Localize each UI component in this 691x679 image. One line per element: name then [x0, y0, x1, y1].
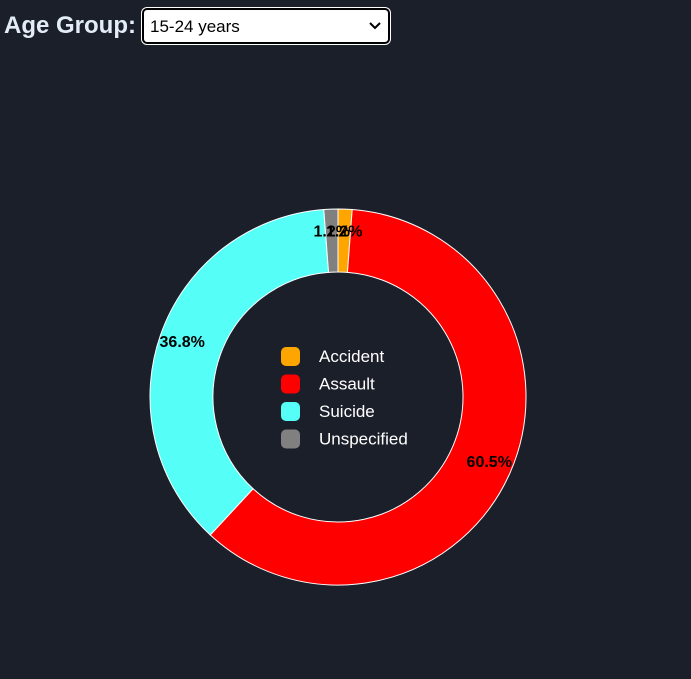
- chart-legend: Accident Assault Suicide Unspecified: [281, 347, 408, 449]
- age-group-filter: Age Group: 15-24 years: [4, 6, 390, 46]
- age-group-label: Age Group:: [4, 12, 136, 39]
- legend-label-suicide: Suicide: [319, 402, 375, 421]
- legend-swatch-assault: [281, 374, 300, 394]
- data-label-assault: 60.5%: [467, 454, 512, 471]
- data-label-suicide: 36.8%: [160, 334, 205, 351]
- legend-label-accident: Accident: [319, 347, 384, 366]
- donut-slices: [149, 208, 527, 586]
- legend-item-accident[interactable]: Accident: [281, 347, 384, 366]
- age-group-select[interactable]: 15-24 years: [142, 8, 390, 44]
- data-label-accident: 1.2%: [326, 223, 362, 240]
- legend-item-suicide[interactable]: Suicide: [281, 402, 375, 421]
- legend-swatch-unspecified: [281, 429, 300, 449]
- age-group-selected-value: 15-24 years: [150, 17, 240, 36]
- data-label-unspecified: 1.2%: [314, 223, 350, 240]
- legend-item-unspecified[interactable]: Unspecified: [281, 429, 408, 449]
- legend-swatch-accident: [281, 347, 300, 366]
- slice-assault[interactable]: [209, 208, 527, 586]
- legend-item-assault[interactable]: Assault: [281, 374, 375, 394]
- slice-suicide[interactable]: [149, 209, 330, 536]
- legend-swatch-suicide: [281, 402, 300, 421]
- chevron-down-icon: [369, 22, 381, 30]
- slice-unspecified[interactable]: [323, 208, 339, 273]
- donut-data-labels: 1.2% 60.5% 36.8% 1.2%: [160, 223, 512, 471]
- legend-label-unspecified: Unspecified: [319, 430, 408, 449]
- legend-label-assault: Assault: [319, 375, 375, 394]
